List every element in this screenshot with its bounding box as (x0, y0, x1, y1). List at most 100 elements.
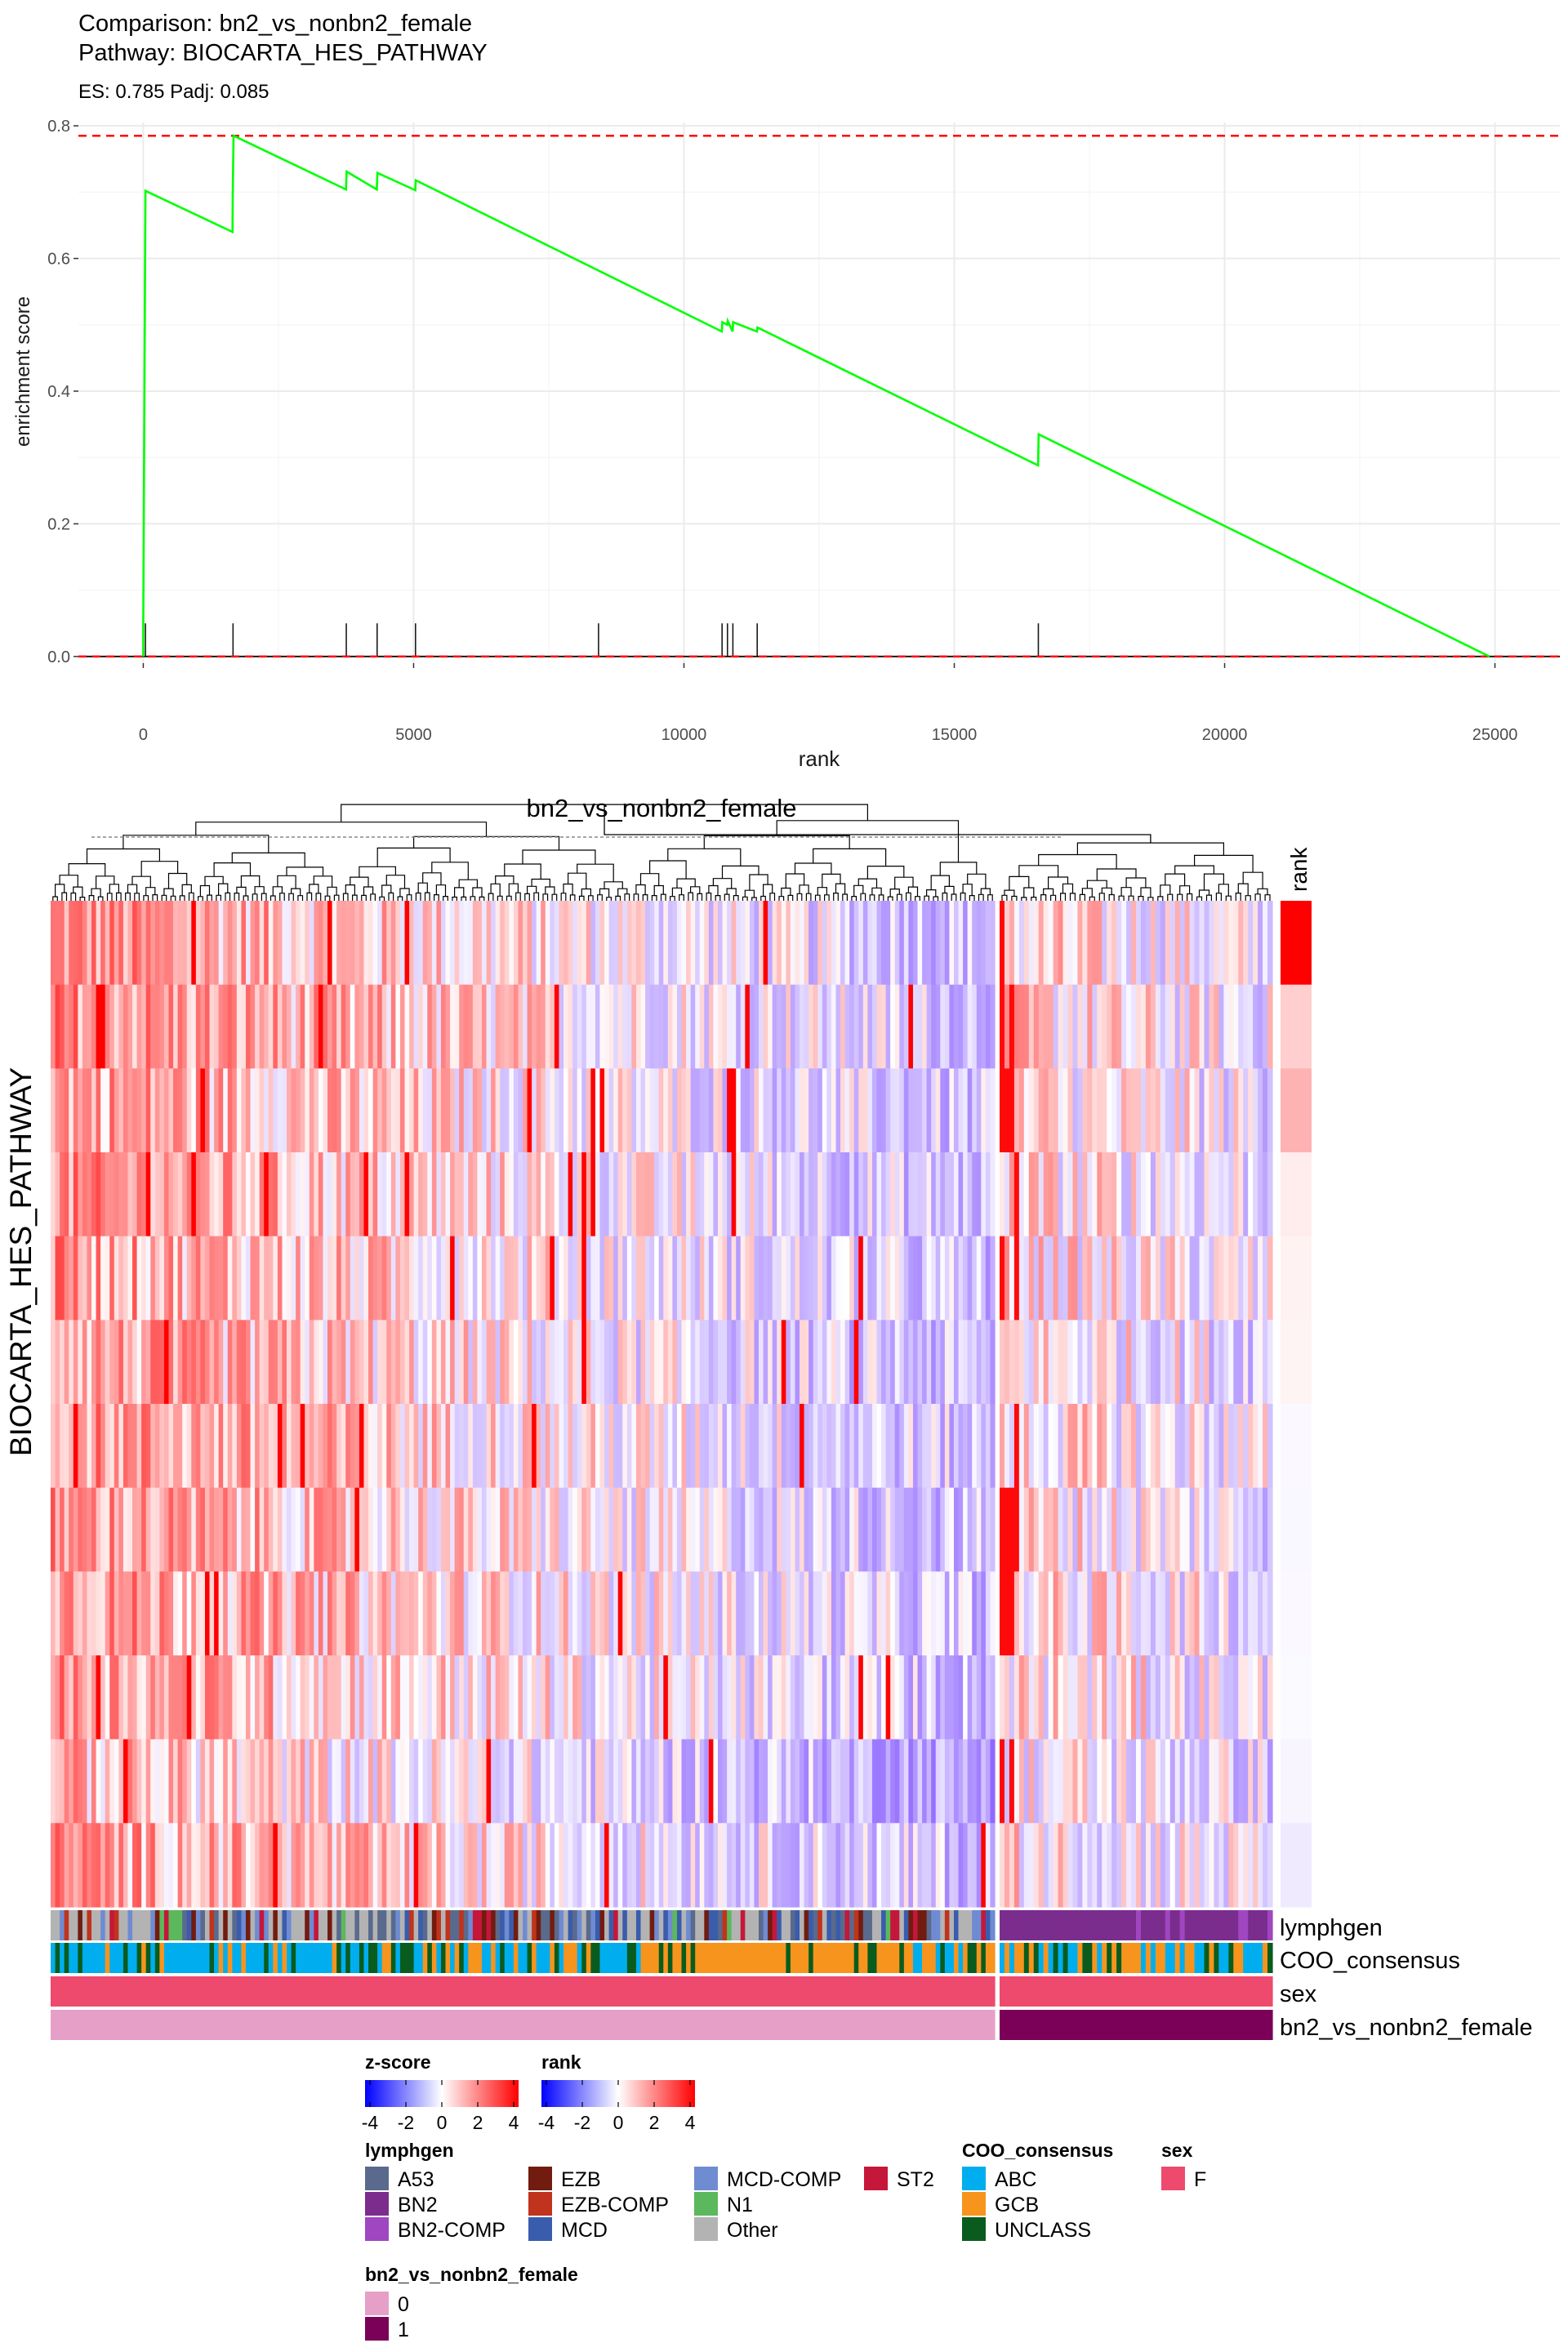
heat-cell (617, 1152, 623, 1237)
heat-cell (844, 901, 850, 986)
heat-cell (459, 984, 465, 1069)
heat-cell (849, 1152, 855, 1237)
annot-coo-cell (1116, 1943, 1122, 1973)
heat-cell (399, 1152, 406, 1237)
heat-cell (1077, 1068, 1083, 1153)
heat-cell (132, 1655, 138, 1740)
heat-cell (599, 1571, 605, 1656)
annot-coo-cell (509, 1943, 514, 1973)
annot-coo-cell (536, 1943, 541, 1973)
dendrogram-branch (216, 894, 221, 901)
heat-cell (981, 1487, 987, 1572)
heat-cell (318, 1739, 324, 1824)
annot-lymphgen-cell (704, 1910, 710, 1940)
heat-cell (445, 984, 451, 1069)
heat-cell (545, 984, 550, 1069)
heat-cell (908, 901, 914, 986)
annot-group-cell (445, 2010, 451, 2040)
heat-cell (564, 1823, 569, 1908)
heat-cell (523, 984, 528, 1069)
annot-group-cell (386, 2010, 392, 2040)
heat-cell (844, 1152, 850, 1237)
heat-cell (305, 1487, 310, 1572)
annot-group-cell (790, 2010, 796, 2040)
heat-cell (141, 1236, 147, 1321)
heat-cell (759, 1152, 764, 1237)
heat-cell (1062, 1236, 1069, 1321)
heat-cell (1145, 984, 1152, 1069)
annot-sex-cell (967, 1976, 973, 2007)
dendrogram-branch (814, 894, 821, 901)
heat-cell (826, 1404, 832, 1489)
heat-cell (64, 1320, 69, 1405)
heat-cell (195, 1152, 202, 1237)
rank-cell (1281, 1823, 1312, 1908)
heat-cell (1053, 1236, 1059, 1321)
annot-lymphgen-cell (835, 1910, 841, 1940)
heat-cell (1013, 1571, 1020, 1656)
annot-sex-cell (168, 1976, 174, 2007)
heat-cell (486, 1823, 492, 1908)
annot-lymphgen-cell (590, 1910, 596, 1940)
heat-cell (1053, 901, 1059, 986)
heat-cell (186, 1236, 192, 1321)
heat-cell (622, 1068, 628, 1153)
heat-cell (1140, 1823, 1147, 1908)
heat-cell (232, 901, 238, 986)
heat-cell (1013, 1068, 1020, 1153)
heat-cell (935, 984, 941, 1069)
heat-cell (359, 1404, 365, 1489)
heat-cell (1013, 1823, 1020, 1908)
heat-cell (191, 1068, 197, 1153)
heat-cell (690, 1068, 696, 1153)
annot-coo-cell (195, 1943, 202, 1973)
heat-cell (899, 984, 905, 1069)
heat-cell (727, 1320, 733, 1405)
heat-cell (654, 1739, 660, 1824)
heat-cell (672, 1068, 678, 1153)
heat-cell (109, 1655, 115, 1740)
annot-coo-cell (1165, 1943, 1171, 1973)
heat-cell (577, 1571, 582, 1656)
heat-cell (849, 984, 855, 1069)
heat-cell (931, 1487, 937, 1572)
annot-sex-cell (386, 1976, 392, 2007)
heat-cell (1028, 1236, 1035, 1321)
heat-cell (931, 1068, 937, 1153)
heat-cell (899, 1236, 905, 1321)
heat-cell (1267, 984, 1273, 1069)
heat-cell (786, 984, 791, 1069)
heat-cell (844, 1487, 850, 1572)
heat-cell (350, 1152, 355, 1237)
heat-cell (940, 1739, 946, 1824)
annot-sex-cell (287, 1976, 292, 2007)
heat-cell (259, 1571, 265, 1656)
heat-cell (899, 901, 905, 986)
heat-cell (862, 1571, 868, 1656)
heat-cell (559, 1068, 564, 1153)
heat-cell (626, 1404, 632, 1489)
heat-cell (631, 984, 637, 1069)
legend-rank-title: rank (541, 2051, 581, 2073)
heat-cell (654, 1236, 660, 1321)
annot-coo-cell (318, 1943, 324, 1973)
heat-cell (613, 984, 619, 1069)
annot-sex-cell (1111, 1976, 1117, 2007)
heat-cell (631, 901, 637, 986)
heat-cell (926, 901, 932, 986)
heat-cell (527, 1320, 532, 1405)
heat-cell (500, 901, 506, 986)
heat-cell (154, 1068, 160, 1153)
annot-coo-cell (667, 1943, 674, 1973)
annot-group-cell (354, 2010, 360, 2040)
heat-cell (1263, 1655, 1268, 1740)
heat-cell (513, 1068, 519, 1153)
heat-cell (577, 1823, 582, 1908)
heat-cell (790, 1068, 796, 1153)
heat-cell (763, 1068, 768, 1153)
heat-cell (300, 901, 305, 986)
heat-cell (958, 1320, 964, 1405)
heat-cell (486, 1068, 492, 1153)
heat-cell (177, 1823, 183, 1908)
annot-sex-cell (690, 1976, 696, 2007)
